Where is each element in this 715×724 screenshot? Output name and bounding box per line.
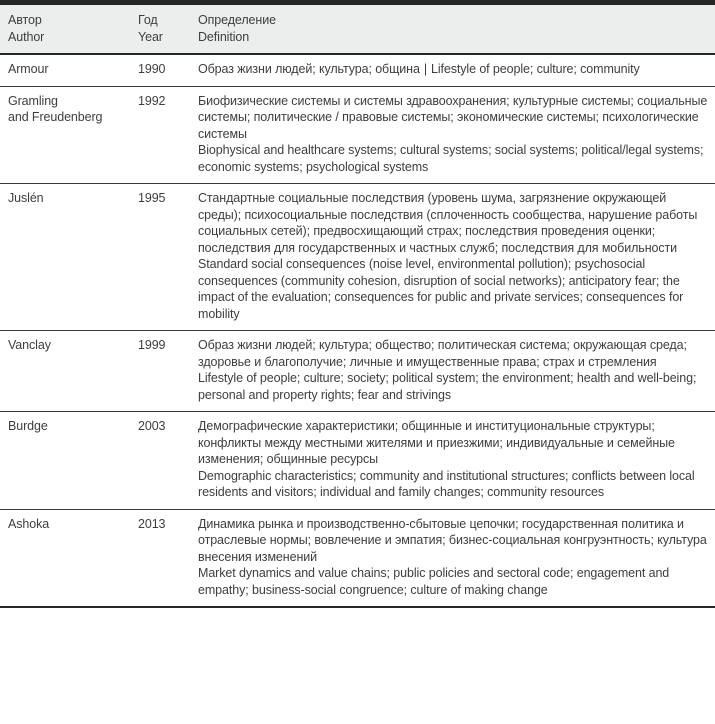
definition-text-en: Lifestyle of people; culture; society; p… <box>198 371 697 402</box>
year-column-header: Год Year <box>130 2 190 55</box>
author-name: Burdge <box>8 419 48 433</box>
table-header: Автор Author Год Year Определение Defini… <box>0 2 715 55</box>
table-row-ashoka: Ashoka 2013 Динамика рынка и производств… <box>0 509 715 608</box>
definition-column-header: Определение Definition <box>190 2 715 55</box>
table-body: Armour 1990 Образ жизни людей; культура;… <box>0 54 715 608</box>
table-row-gramling-freudenberg: Gramling and Freudenberg 1992 Биофизичес… <box>0 86 715 184</box>
definition-text-en: Demographic characteristics; community a… <box>198 468 695 500</box>
definition-text-ru: Биофизические системы и системы здравоох… <box>198 93 708 141</box>
author-cell: Juslén <box>0 183 130 331</box>
author-name: Ashoka <box>8 516 50 531</box>
document-page: Автор Author Год Year Определение Defini… <box>0 0 715 608</box>
definition-text-ru: Образ жизни людей; культура; община <box>198 62 420 76</box>
table-row-armour: Armour 1990 Образ жизни людей; культура;… <box>0 54 715 87</box>
definition-cell: Динамика рынка и производственно-сбытовы… <box>190 509 715 608</box>
header-row: Автор Author Год Year Определение Defini… <box>0 2 715 55</box>
author-name: Juslén <box>8 191 44 205</box>
author-column-header: Автор Author <box>0 2 130 55</box>
author-cell: Vanclay <box>0 330 130 412</box>
definition-text-ru: Динамика рынка и производственно-сбытовы… <box>198 516 707 564</box>
year-cell: 2003 <box>130 411 190 510</box>
definition-text-en: Market dynamics and value chains; public… <box>198 566 670 597</box>
author-header-ru: Автор <box>8 13 42 27</box>
definition-header-ru: Определение <box>198 13 276 27</box>
year-cell: 1999 <box>130 330 190 412</box>
author-cell: Burdge <box>0 411 130 510</box>
author-name: Vanclay <box>8 338 51 352</box>
table-row-vanclay: Vanclay 1999 Образ жизни людей; культура… <box>0 330 715 412</box>
year-cell: 2013 <box>130 509 190 608</box>
author-header-en: Author <box>8 29 45 44</box>
definition-cell: Биофизические системы и системы здравоох… <box>190 86 715 184</box>
definition-cell: Стандартные социальные последствия (уров… <box>190 183 715 331</box>
author-cell: Ashoka <box>0 509 130 608</box>
author-cell: Gramling and Freudenberg <box>0 86 130 184</box>
definition-text-en: Standard social consequences (noise leve… <box>198 257 684 321</box>
year-header-en: Year <box>138 29 163 44</box>
definition-cell: Образ жизни людей; культура; общество; п… <box>190 330 715 412</box>
author-cell: Armour <box>0 54 130 87</box>
definition-header-en: Definition <box>198 29 250 44</box>
year-header-ru: Год <box>138 13 158 27</box>
definition-cell: Демографические характеристики; общинные… <box>190 411 715 510</box>
year-cell: 1992 <box>130 86 190 184</box>
definition-text-en: Lifestyle of people; culture; community <box>430 62 640 76</box>
table-row-juslen: Juslén 1995 Стандартные социальные после… <box>0 183 715 331</box>
table-row-burdge: Burdge 2003 Демографические характеристи… <box>0 411 715 510</box>
author-name: Gramling <box>8 93 58 108</box>
year-cell: 1995 <box>130 183 190 331</box>
definition-cell: Образ жизни людей; культура; община | Life… <box>190 54 715 87</box>
definition-text-en: Biophysical and healthcare systems; cult… <box>198 143 704 174</box>
definitions-table: Автор Author Год Year Определение Defini… <box>0 0 715 608</box>
definition-text-ru: Образ жизни людей; культура; общество; п… <box>198 338 687 369</box>
year-cell: 1990 <box>130 54 190 87</box>
definition-text-ru: Демографические характеристики; общинные… <box>198 419 675 466</box>
author-name-line2: and Freudenberg <box>8 110 103 124</box>
pipe-separator: | <box>423 62 427 76</box>
definition-text-ru: Стандартные социальные последствия (уров… <box>198 191 698 255</box>
author-name: Armour <box>8 62 49 76</box>
